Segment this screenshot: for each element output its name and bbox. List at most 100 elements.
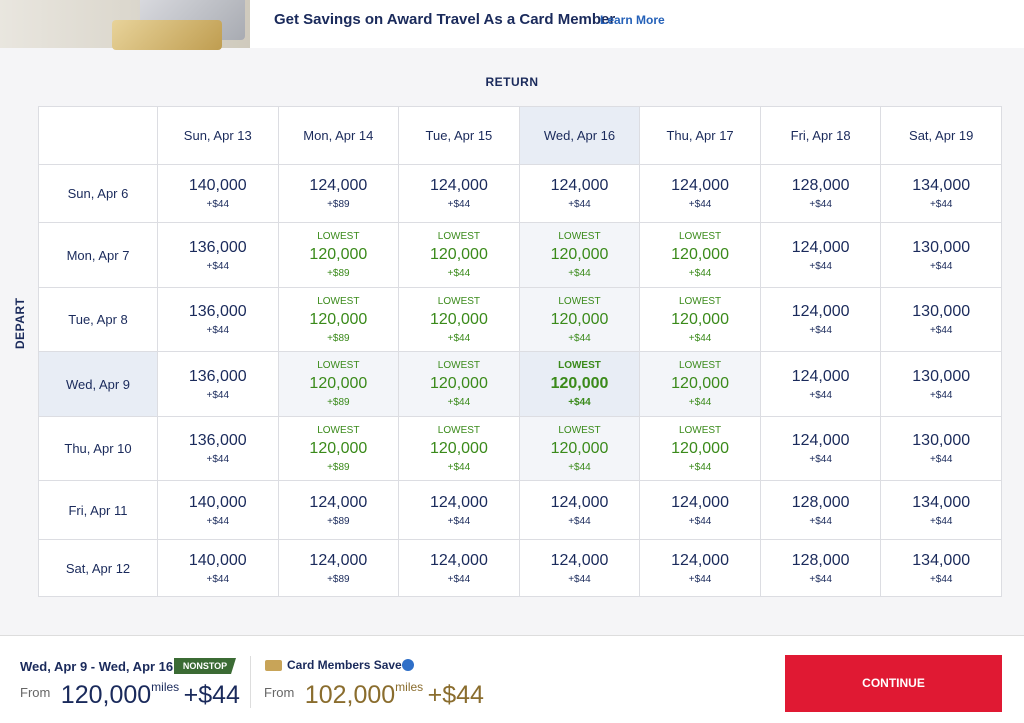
- fare-cell[interactable]: 124,000 +$44: [399, 165, 520, 223]
- lowest-tag: LOWEST: [317, 424, 360, 436]
- row-header: Wed, Apr 9: [38, 352, 158, 417]
- fare-cell[interactable]: LOWEST 120,000 +$89: [278, 417, 400, 481]
- fare-cell[interactable]: 124,000 +$44: [519, 165, 641, 223]
- column-header: Tue, Apr 15: [399, 106, 520, 165]
- miles: 124,000: [550, 493, 609, 511]
- continue-button[interactable]: CONTINUE: [785, 655, 1002, 712]
- fare-cell[interactable]: LOWEST 120,000 +$89: [278, 223, 400, 288]
- fare-cell[interactable]: LOWEST 120,000 +$44: [640, 223, 761, 288]
- learn-more-link[interactable]: Learn More: [600, 13, 665, 27]
- fare-cell[interactable]: 124,000 +$89: [278, 165, 400, 223]
- fare-cell[interactable]: 124,000 +$44: [760, 223, 882, 288]
- lowest-tag: LOWEST: [678, 231, 722, 242]
- miles: 124,000: [430, 551, 488, 569]
- fare-cell[interactable]: 130,000 +$44: [881, 417, 1002, 481]
- card-save-title: Card Members Save: [287, 658, 402, 672]
- miles: 124,000: [671, 177, 729, 194]
- fare-cell[interactable]: 134,000 +$44: [881, 165, 1002, 223]
- nonstop-badge: NONSTOP: [174, 658, 236, 674]
- from-label: From: [264, 685, 295, 700]
- fare-cell[interactable]: LOWEST 120,000 +$44: [640, 352, 761, 417]
- fare-cell[interactable]: 124,000 +$44: [760, 288, 882, 352]
- fare-cell[interactable]: 128,000 +$44: [760, 165, 882, 223]
- fare-cell[interactable]: LOWEST 120,000 +$44: [519, 417, 641, 481]
- fee: +$44: [447, 515, 471, 527]
- miles-unit: miles: [395, 680, 424, 694]
- fare-cell[interactable]: 136,000 +$44: [158, 288, 279, 352]
- fee: +$44: [568, 332, 591, 344]
- divider: [250, 656, 251, 708]
- fee: +$89: [327, 332, 350, 344]
- miles: 124,000: [309, 177, 368, 194]
- card-fee-price: +$44: [427, 681, 484, 709]
- fare-cell[interactable]: LOWEST 120,000 +$44: [399, 223, 520, 288]
- miles: 120,000: [550, 310, 609, 328]
- fee: +$44: [809, 515, 832, 527]
- fare-cell[interactable]: LOWEST 120,000 +$44: [519, 223, 641, 288]
- fare-cell[interactable]: 136,000 +$44: [158, 223, 279, 288]
- fare-cell[interactable]: 124,000 +$44: [519, 481, 641, 540]
- fare-cell[interactable]: 140,000 +$44: [158, 481, 279, 540]
- return-label: RETURN: [485, 75, 539, 89]
- fee: +$44: [809, 573, 832, 585]
- fare-cell[interactable]: 134,000 +$44: [881, 481, 1002, 540]
- fee: +$89: [327, 199, 350, 210]
- fare-cell[interactable]: 130,000 +$44: [881, 288, 1002, 352]
- lowest-tag: LOWEST: [558, 295, 601, 307]
- miles: 140,000: [188, 551, 247, 569]
- lowest-tag: LOWEST: [678, 424, 722, 436]
- fare-cell[interactable]: 124,000 +$44: [640, 481, 761, 540]
- fare-cell[interactable]: 140,000 +$44: [158, 540, 279, 597]
- fee: +$44: [688, 332, 712, 344]
- lowest-tag: LOWEST: [558, 424, 601, 436]
- fare-cell[interactable]: 134,000 +$44: [881, 540, 1002, 597]
- fare-cell[interactable]: 128,000 +$44: [760, 481, 882, 540]
- fare-cell[interactable]: 124,000 +$44: [640, 540, 761, 597]
- fare-cell[interactable]: 136,000 +$44: [158, 417, 279, 481]
- lowest-tag: LOWEST: [437, 231, 481, 242]
- fee: +$44: [929, 199, 953, 210]
- miles: 124,000: [309, 551, 368, 569]
- fee: +$44: [929, 454, 953, 465]
- fare-cell[interactable]: 136,000 +$44: [158, 352, 279, 417]
- fare-cell[interactable]: LOWEST 120,000 +$89: [278, 288, 400, 352]
- miles: 124,000: [309, 493, 368, 511]
- column-header: Thu, Apr 17: [640, 106, 761, 165]
- lowest-tag: LOWEST: [437, 424, 481, 436]
- card-price-line: From 102,000miles +$44: [264, 680, 484, 710]
- fare-cell[interactable]: 130,000 +$44: [881, 352, 1002, 417]
- fare-cell[interactable]: LOWEST 120,000 +$44: [399, 417, 520, 481]
- fare-cell[interactable]: 140,000 +$44: [158, 165, 279, 223]
- fare-cell[interactable]: LOWEST 120,000 +$44: [640, 417, 761, 481]
- lowest-tag: LOWEST: [317, 360, 360, 371]
- fare-cell[interactable]: 124,000 +$44: [640, 165, 761, 223]
- fare-cell[interactable]: 124,000 +$89: [278, 540, 400, 597]
- fare-cell[interactable]: LOWEST 120,000 +$44: [399, 352, 520, 417]
- column-header: Sun, Apr 13: [158, 106, 279, 165]
- card-image: [112, 20, 222, 50]
- fee: +$44: [809, 199, 832, 210]
- fare-cell[interactable]: 124,000 +$44: [399, 540, 520, 597]
- fare-cell[interactable]: 124,000 +$44: [760, 352, 882, 417]
- info-icon[interactable]: [402, 659, 414, 671]
- fare-cell[interactable]: 124,000 +$89: [278, 481, 400, 540]
- miles: 120,000: [671, 310, 729, 328]
- fare-cell[interactable]: 124,000 +$44: [760, 417, 882, 481]
- fare-cell[interactable]: LOWEST 120,000 +$44: [519, 352, 641, 417]
- fare-cell[interactable]: LOWEST 120,000 +$44: [519, 288, 641, 352]
- fee: +$89: [327, 268, 350, 279]
- fare-cell[interactable]: 128,000 +$44: [760, 540, 882, 597]
- fare-cell[interactable]: LOWEST 120,000 +$89: [278, 352, 400, 417]
- column-header: Mon, Apr 14: [278, 106, 400, 165]
- fee: +$44: [688, 268, 712, 279]
- column-header: Wed, Apr 16: [519, 106, 641, 165]
- fee: +$44: [447, 461, 471, 473]
- fee: +$44: [929, 325, 953, 336]
- fare-cell[interactable]: 130,000 +$44: [881, 223, 1002, 288]
- fare-cell[interactable]: LOWEST 120,000 +$44: [640, 288, 761, 352]
- lowest-tag: LOWEST: [437, 295, 481, 307]
- fare-cell[interactable]: LOWEST 120,000 +$44: [399, 288, 520, 352]
- fare-cell[interactable]: 124,000 +$44: [519, 540, 641, 597]
- fare-cell[interactable]: 124,000 +$44: [399, 481, 520, 540]
- miles: 130,000: [912, 367, 971, 385]
